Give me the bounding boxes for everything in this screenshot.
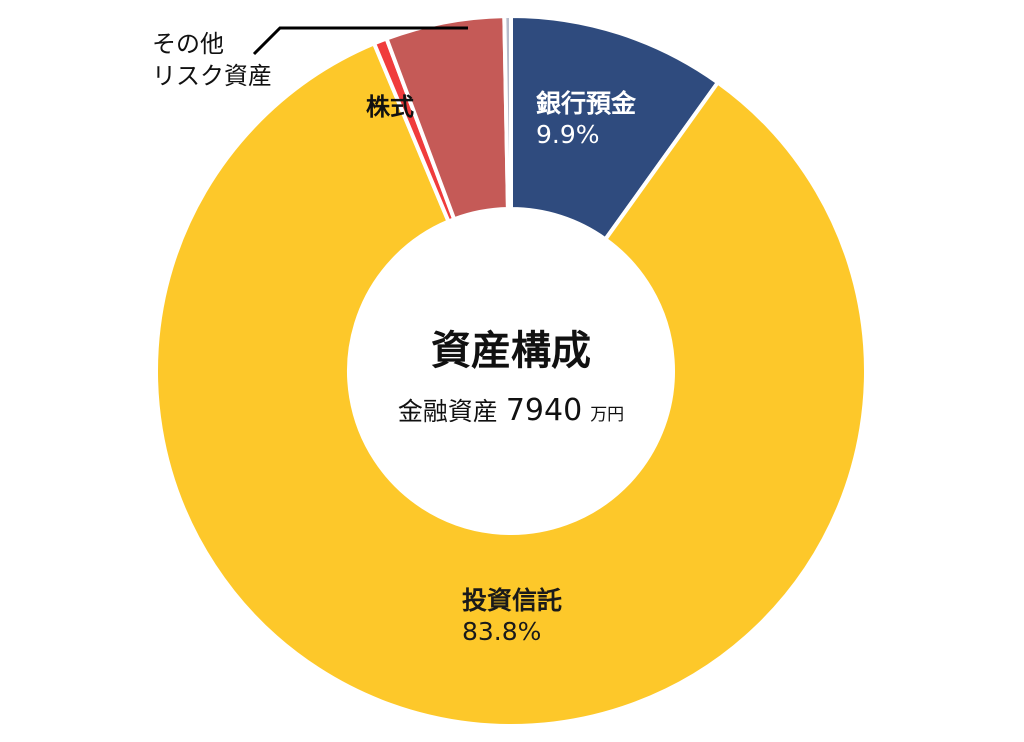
bank-deposit-name: 銀行預金: [536, 89, 637, 118]
slice-other: [502, 13, 513, 212]
bank-deposit-percent: 9.9%: [536, 120, 600, 150]
investment-trust-percent: 83.8%: [462, 617, 542, 647]
chart-subtitle: 金融資産 7940 万円: [0, 392, 1022, 428]
chart-title: 資産構成: [431, 328, 591, 374]
investment-trust-name: 投資信託: [462, 586, 563, 615]
slice-investment-trust: [154, 40, 868, 728]
slice-label-bank-deposit: 銀行預金 9.9%: [536, 88, 636, 151]
slice-label-other-risk-assets: その他 リスク資産: [152, 28, 272, 93]
other-risk-line2: リスク資産: [152, 62, 272, 91]
leader-line: [252, 26, 468, 56]
slice-label-stock: 株式: [366, 92, 414, 122]
donut-slices: [154, 13, 868, 728]
total-value: 7940: [505, 393, 583, 428]
slice-label-investment-trust: 投資信託 83.8%: [462, 585, 562, 648]
total-label: 金融資産: [397, 397, 498, 426]
total-unit: 万円: [590, 405, 625, 425]
stock-name: 株式: [366, 93, 414, 121]
other-risk-line1: その他: [152, 30, 224, 58]
slice-bank-deposit: [509, 13, 721, 243]
